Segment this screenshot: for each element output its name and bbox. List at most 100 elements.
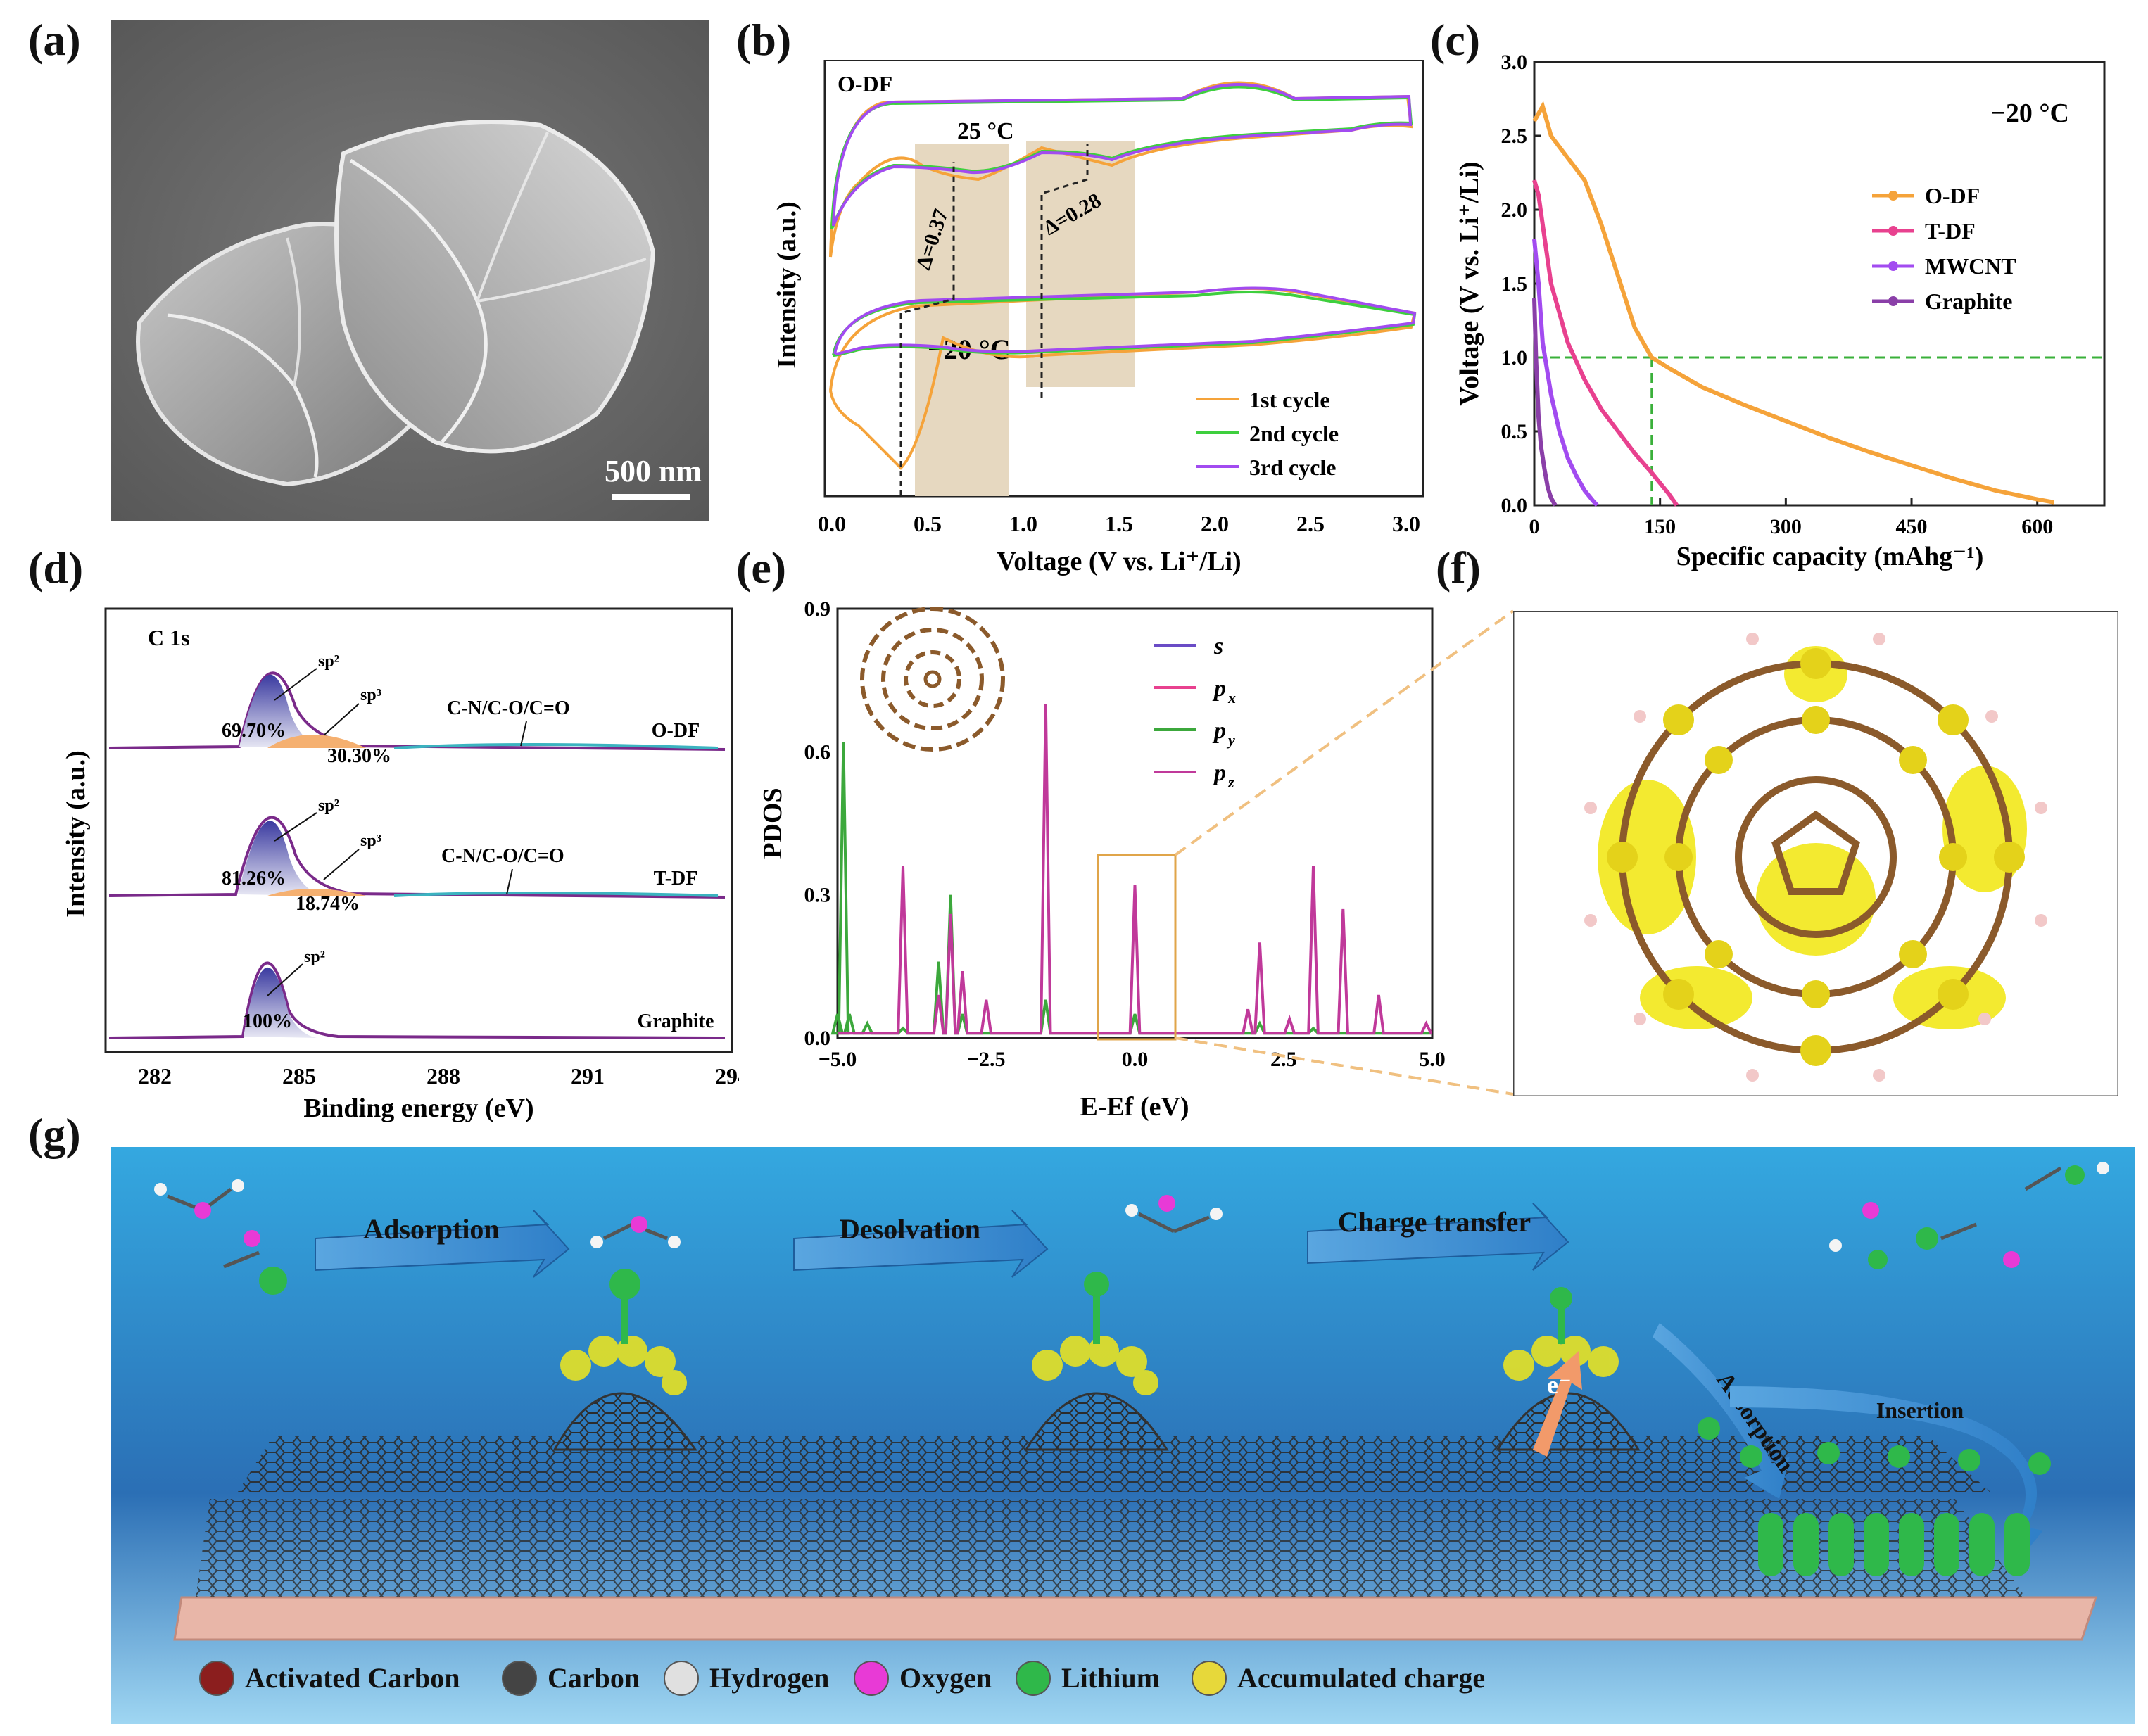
c-ytick-6: 3.0 (1501, 55, 1528, 74)
b-tag: O-DF (838, 71, 892, 96)
c-series-line-3 (1532, 298, 1558, 507)
step-label-3: Charge transfer (1338, 1206, 1531, 1238)
e-legend: s p x p y p z (1154, 633, 1236, 791)
e-yticks: 0.0 0.3 0.6 0.9 (804, 602, 831, 1050)
sem-image: 500 nm (111, 20, 709, 521)
e-xlabel: E-Ef (eV) (1080, 1092, 1189, 1122)
xps-graphite: sp² 100% Graphite (108, 948, 726, 1039)
svg-text:288: 288 (427, 1063, 460, 1089)
svg-text:2.5: 2.5 (1296, 511, 1325, 536)
c-series (1532, 101, 2055, 507)
svg-text:285: 285 (282, 1063, 316, 1089)
g-legend-dot-5 (1192, 1661, 1227, 1696)
svg-text:sp³: sp³ (360, 832, 381, 850)
e-xtick-3: 2.5 (1270, 1048, 1297, 1071)
e-highlight-box (1097, 854, 1177, 1041)
svg-text:1.0: 1.0 (1009, 511, 1037, 536)
c-ytick-2: 1.0 (1501, 346, 1528, 369)
c-reference-lines (1534, 356, 2104, 505)
c-legend-marker-1 (1888, 226, 1898, 236)
xps-chart: C 1s sp² sp³ 69.70% 30.30% C-N/C-O/C=O O… (61, 607, 739, 1122)
b-xticks: 0.0 0.5 1.0 1.5 2.0 2.5 3.0 (818, 511, 1420, 536)
panel-label-b: (b) (736, 15, 792, 65)
g-legend-label-3: Oxygen (899, 1662, 992, 1694)
svg-text:Graphite: Graphite (638, 1010, 714, 1032)
svg-text:O-DF: O-DF (652, 720, 700, 742)
svg-text:282: 282 (138, 1063, 172, 1089)
svg-text:sp²: sp² (318, 797, 339, 815)
e-inset-molecule (860, 607, 1005, 752)
c-xticks: 0 150 300 450 600 (1529, 498, 2053, 538)
g-legend-dot-4 (1016, 1661, 1051, 1696)
arrow-side-insertion (1730, 1386, 2043, 1569)
c-xlabel: Specific capacity (mAhg⁻¹) (1676, 542, 1984, 571)
svg-text:291: 291 (571, 1063, 605, 1089)
svg-text:18.74%: 18.74% (296, 893, 360, 915)
arrow-desolvation (793, 1210, 1049, 1278)
e-xtick-2: 0.0 (1122, 1048, 1149, 1071)
svg-text:0.5: 0.5 (914, 511, 942, 536)
svg-text:p: p (1212, 718, 1226, 744)
c-legend-label-2: MWCNT (1925, 253, 2016, 279)
svg-text:sp³: sp³ (360, 686, 381, 704)
g-legend-label-2: Hydrogen (709, 1662, 829, 1694)
c-legend-marker-0 (1888, 191, 1898, 201)
c-yticks: 0.0 0.5 1.0 1.5 2.0 2.5 3.0 (1501, 55, 1541, 517)
d-xlabel: Binding energy (eV) (303, 1094, 533, 1122)
e-ytick-2: 0.6 (804, 740, 831, 764)
panel-label-d: (d) (28, 543, 84, 593)
b-legend-1: 1st cycle (1249, 387, 1330, 412)
intercalated-lithium (1698, 1417, 2051, 1576)
scale-bar (612, 494, 690, 500)
e-xtick-4: 5.0 (1419, 1048, 1446, 1071)
c-series-line-0 (1532, 101, 2055, 505)
c-ytick-0: 0.0 (1501, 494, 1528, 517)
svg-text:2.0: 2.0 (1201, 511, 1229, 536)
svg-text:0.0: 0.0 (818, 511, 846, 536)
svg-text:p: p (1212, 676, 1226, 702)
c-ylabel: Voltage (V vs. Li⁺/Li) (1455, 161, 1484, 405)
svg-text:30.30%: 30.30% (327, 745, 391, 767)
g-legend-dot-2 (664, 1661, 699, 1696)
svg-text:3.0: 3.0 (1392, 511, 1420, 536)
panel-label-f: (f) (1436, 543, 1481, 593)
e-ylabel: PDOS (758, 787, 788, 859)
e-ytick-0: 0.0 (804, 1027, 831, 1050)
d-xticks: 282 285 288 291 294 (138, 1063, 739, 1089)
svg-text:y: y (1226, 731, 1235, 749)
c-legend: O-DF T-DF MWCNT Graphite (1872, 183, 2016, 314)
charge-density-figure (1513, 611, 2118, 1096)
g-legend-label-5: Accumulated charge (1237, 1662, 1485, 1694)
electron-label: e⁻ (1547, 1371, 1572, 1399)
discharge-chart: 0.0 0.5 1.0 1.5 2.0 2.5 3.0 0 150 300 450 600 −20 … (1455, 55, 2106, 571)
svg-text:81.26%: 81.26% (222, 868, 286, 889)
step-arrows (315, 1203, 1569, 1278)
svg-text:C-N/C-O/C=O: C-N/C-O/C=O (441, 845, 564, 867)
b-t-high: 25 °C (957, 118, 1014, 144)
c-xtick-0: 0 (1529, 515, 1540, 538)
c-xtick-4: 600 (2021, 515, 2053, 538)
c-xtick-1: 150 (1644, 515, 1676, 538)
arrow-adsorption (315, 1210, 570, 1278)
scale-bar-label: 500 nm (605, 454, 702, 488)
e-xtick-1: −2.5 (967, 1048, 1006, 1071)
svg-text:C-N/C-O/C=O: C-N/C-O/C=O (447, 697, 570, 719)
e-ytick-1: 0.3 (804, 884, 831, 907)
substrate (173, 1596, 2098, 1641)
atom-spheres (1607, 648, 2025, 1066)
cv-25c-curves (829, 81, 1413, 258)
e-xtick-0: −5.0 (819, 1048, 857, 1071)
panel-label-g: (g) (28, 1109, 81, 1159)
cv-chart: O-DF 25 °C −20 °C Δ=0.37 Δ=0.28 1st cycl… (772, 60, 1424, 576)
c-legend-label-0: O-DF (1925, 183, 1980, 208)
e-series (830, 704, 1433, 1035)
b-ylabel: Intensity (a.u.) (772, 201, 802, 369)
d-tag: C 1s (148, 625, 190, 650)
side-label-insertion: Insertion (1876, 1398, 1964, 1423)
svg-text:294: 294 (715, 1063, 739, 1089)
e-xticks: −5.0 −2.5 0.0 2.5 5.0 (819, 1048, 1446, 1071)
step-label-2: Desolvation (840, 1213, 980, 1245)
svg-text:p: p (1212, 760, 1226, 786)
svg-text:sp²: sp² (304, 948, 325, 966)
